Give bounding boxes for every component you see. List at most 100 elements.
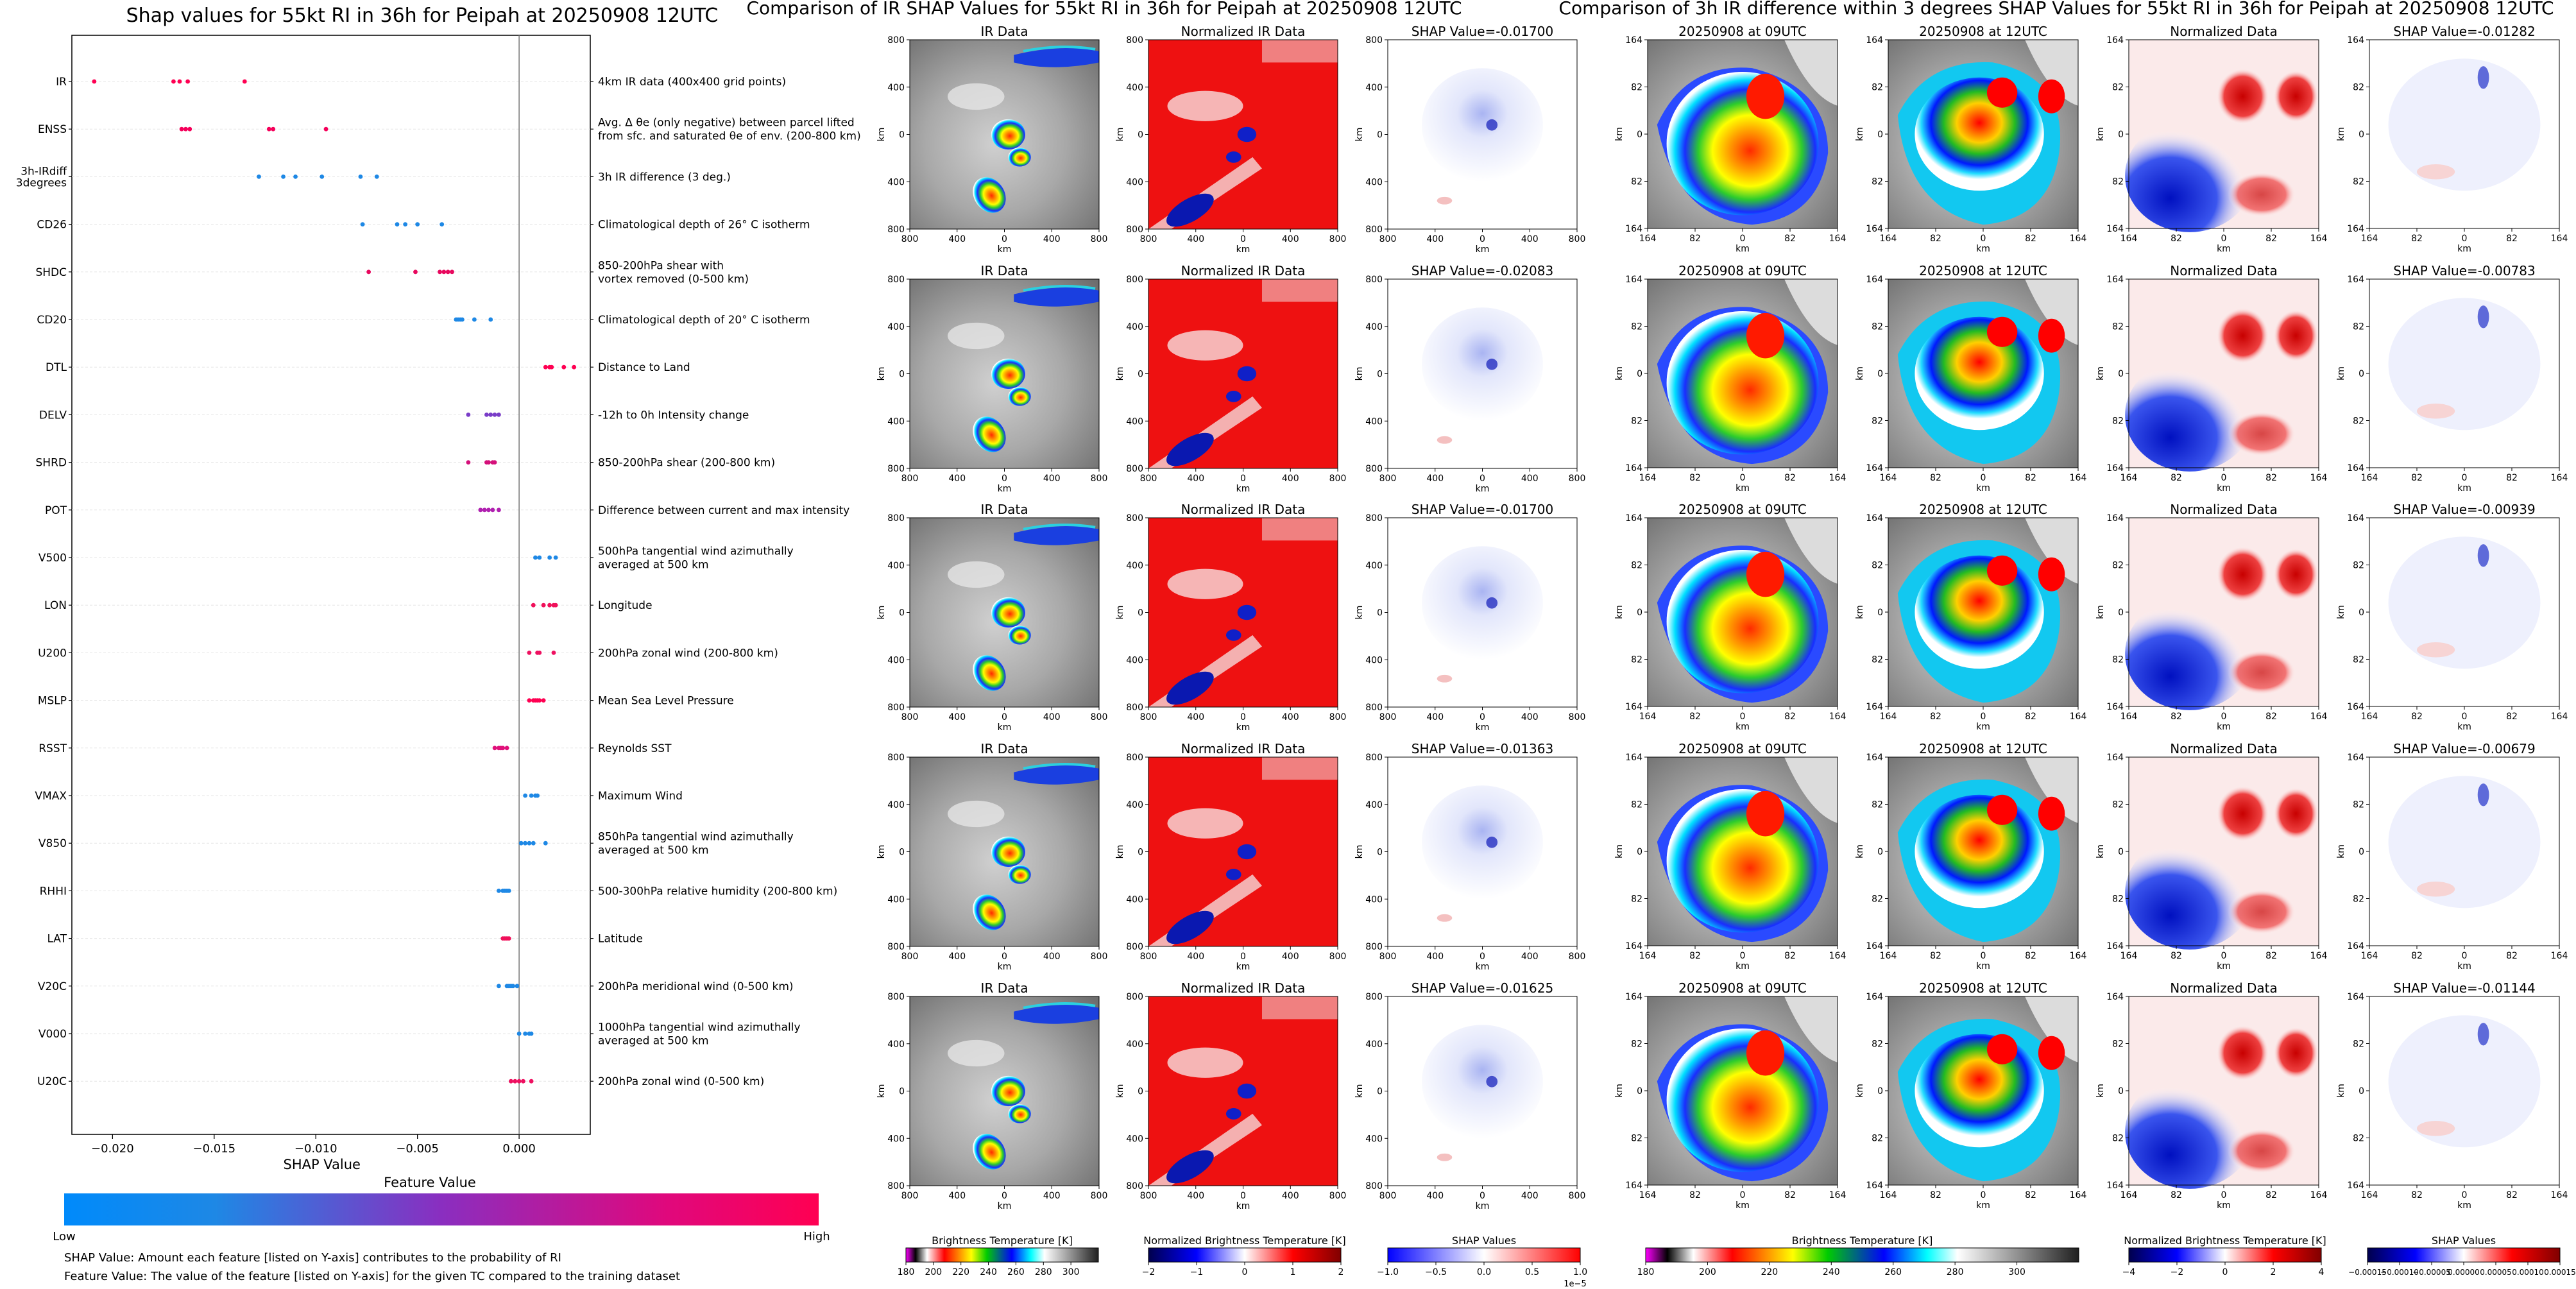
colorbar-tick-label: 300 xyxy=(2008,1267,2026,1277)
shap-point xyxy=(509,1079,513,1084)
subplot-title: IR Data xyxy=(981,980,1028,996)
x-tick-label: 800 xyxy=(1379,712,1397,722)
y-tick-label: 164 xyxy=(1625,513,1642,524)
subplot-title: Normalized Data xyxy=(2170,741,2278,756)
x-tick-label: 164 xyxy=(1829,473,1847,483)
x-tick-label: 0 xyxy=(2462,712,2468,722)
diff-norm-blue xyxy=(2125,597,2255,710)
y-axis-label: km xyxy=(876,1084,887,1098)
feature-label: LAT xyxy=(47,933,67,946)
y-tick-label: 800 xyxy=(1365,1181,1383,1191)
colorbar-tick-label: 4 xyxy=(2319,1267,2324,1277)
shap-point xyxy=(488,413,493,417)
subplot-title: Normalized IR Data xyxy=(1181,263,1306,278)
storm-core xyxy=(991,1075,1025,1107)
shap-point xyxy=(541,602,546,608)
feature-row-rsst: RSST Reynolds SST xyxy=(38,742,672,755)
norm-band-south xyxy=(1166,193,1214,227)
feature-label-line: IR xyxy=(56,76,67,89)
x-tick-label: 800 xyxy=(1140,474,1157,484)
x-tick-label: 0 xyxy=(2221,951,2227,961)
y-tick-label: 800 xyxy=(1365,753,1383,763)
y-tick-label: 800 xyxy=(1365,225,1383,235)
x-tick-label: 400 xyxy=(1426,952,1444,962)
x-tick-label: 82 xyxy=(2411,1190,2423,1200)
y-tick-label: 800 xyxy=(1126,464,1143,474)
x-tick-label: 400 xyxy=(1187,1191,1204,1201)
y-tick-label: 82 xyxy=(1631,655,1642,665)
diff-shap-haze xyxy=(2388,298,2541,431)
feature-label-line: POT xyxy=(45,504,67,517)
subplot-title: SHAP Value=-0.01363 xyxy=(1412,741,1553,756)
y-tick-label: 164 xyxy=(1866,1181,1883,1191)
shap-point xyxy=(293,175,298,179)
shap-point xyxy=(360,222,365,226)
x-tick-label: 164 xyxy=(2551,473,2568,483)
shap-point xyxy=(187,126,192,132)
shap-point xyxy=(529,1031,534,1036)
x-tick-label: 82 xyxy=(1784,1190,1796,1200)
x-tick-label: 400 xyxy=(948,474,966,484)
x-axis-label: km xyxy=(2457,961,2471,971)
feature-label: U20C xyxy=(37,1075,67,1088)
shap-point xyxy=(478,508,483,513)
feature-description-line: -12h to 0h Intensity change xyxy=(598,409,749,422)
y-tick-label: 82 xyxy=(1631,83,1642,93)
x-axis-label: km xyxy=(1236,244,1250,255)
x-tick-label: 0 xyxy=(1240,234,1246,244)
shap-map-blob xyxy=(1422,1025,1543,1139)
shap-point xyxy=(459,317,465,322)
x-tick-label: 82 xyxy=(1784,951,1796,961)
y-tick-label: 82 xyxy=(2112,322,2124,332)
x-tick-label: 82 xyxy=(2506,473,2518,483)
x-tick-label: 82 xyxy=(1930,712,1941,722)
shap-map-center xyxy=(1486,1075,1498,1088)
y-tick-label: 400 xyxy=(887,177,905,187)
storm-hot-tower xyxy=(1986,555,2018,586)
shap-point xyxy=(521,1079,525,1084)
norm-core xyxy=(1237,126,1257,142)
x-tick-label: 82 xyxy=(2265,1190,2277,1200)
x-tick-label: 400 xyxy=(1187,952,1204,962)
colorbar-tick-label: −0.00015 xyxy=(2348,1268,2387,1277)
subplot-title: 20250908 at 12UTC xyxy=(1919,980,2047,996)
feature-description: Longitude xyxy=(598,599,653,612)
storm-hot-tower xyxy=(1986,316,2018,347)
cloud-band-edge xyxy=(1023,762,1096,770)
subplot-title: 20250908 at 12UTC xyxy=(1919,502,2047,517)
shap-point xyxy=(506,889,511,893)
diff-norm-red-3 xyxy=(2227,889,2296,935)
feature-row-dtl: DTL Distance to Land xyxy=(46,361,690,374)
subplot-title: Normalized Data xyxy=(2170,24,2278,39)
storm-cirrus-ne xyxy=(1784,279,1838,345)
x-tick-label: 0 xyxy=(1740,473,1746,483)
diff-norm-red-3 xyxy=(2227,411,2296,457)
colorbar-tick-label: −1 xyxy=(1190,1267,1204,1277)
y-tick-label: 164 xyxy=(2106,513,2124,524)
feature-description: Latitude xyxy=(598,933,643,946)
colorbar-tick-label: 0.00005 xyxy=(2480,1268,2512,1277)
norm-core xyxy=(1237,1083,1257,1099)
feature-label-line: U20C xyxy=(37,1075,67,1088)
y-axis-label: km xyxy=(1115,1084,1125,1098)
feature-description-line: 200hPa zonal wind (0-500 km) xyxy=(598,1075,764,1088)
feature-label: RHHI xyxy=(40,885,67,898)
cirrus-patch xyxy=(948,83,1005,110)
y-tick-label: 82 xyxy=(1872,655,1883,665)
y-axis-label: km xyxy=(1115,128,1125,142)
y-tick-label: 164 xyxy=(1866,35,1883,46)
y-tick-label: 82 xyxy=(1631,322,1642,332)
x-tick-label: 0 xyxy=(1002,712,1007,722)
y-tick-label: 0 xyxy=(1138,370,1143,380)
colorbar-tick-label: 200 xyxy=(1699,1267,1716,1277)
y-axis-label: km xyxy=(2095,366,2106,380)
x-tick-label: −0.020 xyxy=(91,1142,134,1156)
x-tick-label: 400 xyxy=(1521,712,1539,722)
x-tick-label: 164 xyxy=(2310,712,2328,722)
x-tick-label: 164 xyxy=(1880,951,1897,961)
storm-hot-tower xyxy=(1986,77,2018,108)
